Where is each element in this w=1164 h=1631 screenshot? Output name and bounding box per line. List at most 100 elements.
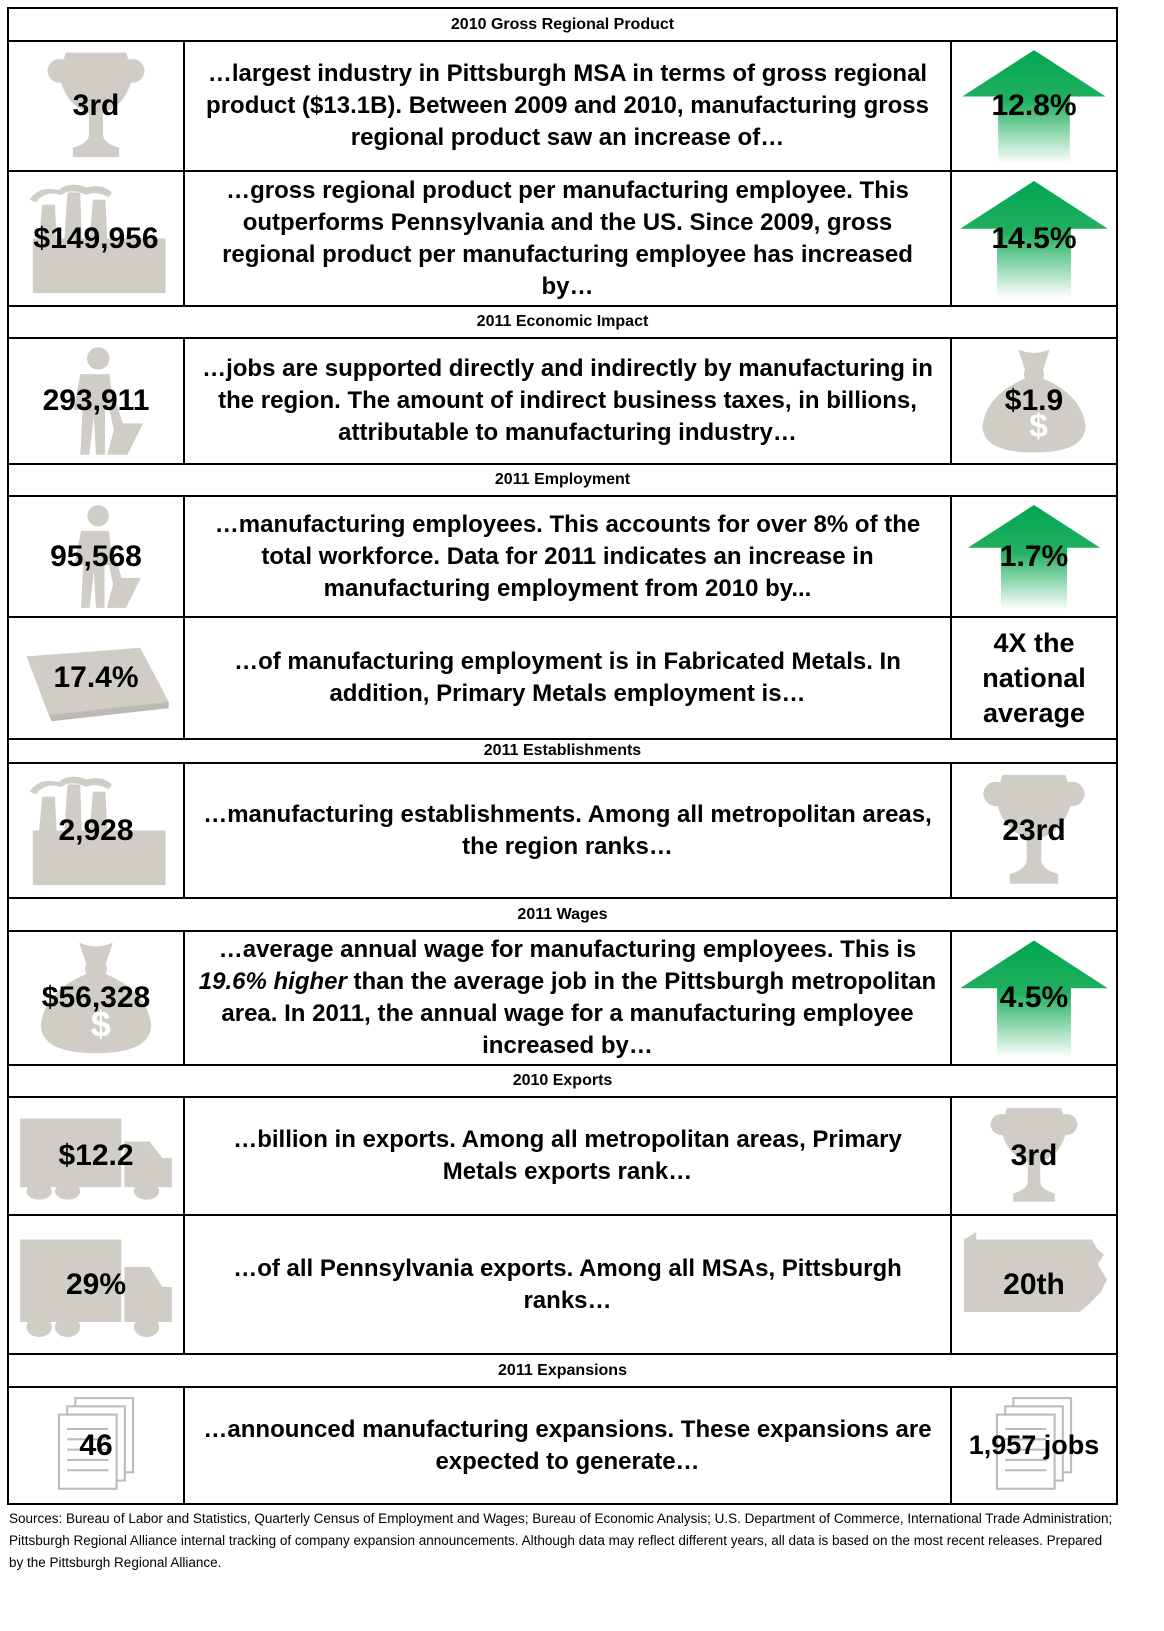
arrow-icon — [960, 180, 1108, 299]
left-figure-cell: 2,928 — [7, 762, 185, 899]
right-figure: 1,957 jobs — [968, 1430, 1100, 1460]
description: …largest industry in Pittsburgh MSA in t… — [193, 58, 942, 154]
docs-icon — [57, 1397, 135, 1490]
description-cell: …gross regional product per manufacturin… — [183, 170, 952, 307]
description-text: …billion in exports. Among all metropoli… — [233, 1126, 902, 1185]
description-cell: …of manufacturing employment is in Fabri… — [183, 616, 952, 740]
right-figure: 4.5% — [999, 981, 1069, 1014]
docs-shape — [57, 1413, 118, 1490]
section-header: 2011 Expansions — [7, 1353, 1118, 1388]
bag-shape: $ — [91, 1003, 111, 1044]
description-text: …announced manufacturing expansions. The… — [203, 1415, 932, 1475]
left-figure: 95,568 — [50, 539, 142, 573]
bag-icon: $ — [982, 349, 1086, 453]
left-figure: 17.4% — [53, 661, 139, 694]
arrow-shape — [960, 940, 1108, 1058]
left-figure: 3rd — [72, 89, 120, 122]
right-figure-cell: 1,957 jobs — [950, 1386, 1118, 1505]
description: …announced manufacturing expansions. The… — [193, 1414, 942, 1478]
description: …billion in exports. Among all metropoli… — [193, 1124, 942, 1188]
arrow-shape — [962, 50, 1106, 164]
arrow-icon — [960, 940, 1108, 1058]
description-part: …average annual wage for manufacturing e… — [218, 936, 917, 963]
right-figure-cell: $ $1.9 — [950, 337, 1118, 465]
left-figure-cell: 46 — [7, 1386, 185, 1505]
description: …of all Pennsylvania exports. Among all … — [193, 1253, 942, 1317]
description-cell: …manufacturing employees. This accounts … — [183, 495, 952, 618]
trophy-icon — [990, 1108, 1078, 1202]
bag-shape — [40, 942, 152, 1054]
docs-shape — [67, 1427, 109, 1472]
worker-shape — [74, 530, 141, 608]
section-header: 2011 Employment — [7, 463, 1118, 497]
left-figure-cell: $149,956 — [7, 170, 185, 307]
trophy-shape — [983, 774, 1085, 884]
worker-shape — [73, 374, 144, 455]
left-figure: $56,328 — [41, 981, 151, 1014]
left-figure: 46 — [79, 1428, 113, 1462]
docs-shape — [1005, 1427, 1047, 1472]
right-figure: 1.7% — [999, 539, 1069, 573]
left-figure: 293,911 — [42, 384, 150, 417]
description-text: …gross regional product per manufacturin… — [222, 176, 913, 300]
description-cell: …jobs are supported directly and indirec… — [183, 337, 952, 465]
left-figure-cell: 95,568 — [7, 495, 185, 618]
right-figure-cell: 4.5% — [950, 930, 1118, 1066]
section-header: 2011 Wages — [7, 897, 1118, 932]
description-text: …manufacturing establishments. Among all… — [203, 800, 932, 860]
worker-icon — [74, 505, 141, 608]
section-title: 2011 Expansions — [498, 1361, 627, 1379]
trophy-icon — [47, 52, 145, 158]
truck-shape — [54, 1183, 81, 1200]
worker-shape — [87, 505, 109, 527]
footer: Sources: Bureau of Labor and Statistics,… — [9, 1511, 1113, 1570]
description-text: …jobs are supported directly and indirec… — [202, 355, 933, 446]
truck-shape — [26, 1183, 52, 1200]
left-figure: $149,956 — [33, 221, 159, 255]
description: …manufacturing employees. This accounts … — [193, 509, 942, 605]
description-cell: …manufacturing establishments. Among all… — [183, 762, 952, 899]
right-figure-cell: 14.5% — [950, 170, 1118, 307]
left-figure-cell: 3rd — [7, 40, 185, 172]
truck-shape — [20, 1118, 172, 1188]
truck-icon — [20, 1118, 172, 1200]
truck-shape — [133, 1317, 160, 1337]
section-title: 2010 Gross Regional Product — [450, 15, 675, 33]
left-figure: 2,928 — [58, 813, 134, 847]
right-figure: 23rd — [1002, 813, 1066, 847]
docs-icon — [995, 1397, 1073, 1490]
description-cell: …announced manufacturing expansions. The… — [183, 1386, 952, 1505]
description-text: …of manufacturing employment is in Fabri… — [234, 648, 901, 707]
section-header: 2010 Exports — [7, 1064, 1118, 1098]
right-figure: 20th — [1003, 1267, 1065, 1301]
left-figure-cell: 29% — [7, 1214, 185, 1355]
section-title: 2011 Wages — [517, 905, 608, 923]
factory-icon — [29, 776, 166, 885]
bag-icon: $ — [40, 942, 152, 1054]
right-figure-cell: 4X the national average — [950, 616, 1118, 740]
right-figure: 3rd — [1010, 1139, 1058, 1172]
truck-shape — [26, 1317, 52, 1337]
trophy-shape — [990, 1108, 1078, 1202]
description-part: than the average job in the Pittsburgh m… — [221, 968, 937, 1059]
arrow-icon — [967, 504, 1101, 610]
right-figure-cell: 3rd — [950, 1096, 1118, 1216]
right-figure: 14.5% — [991, 221, 1077, 255]
right-figure-cell: 12.8% — [950, 40, 1118, 172]
left-figure-cell: 293,911 — [7, 337, 185, 465]
description-cell: …average annual wage for manufacturing e… — [183, 930, 952, 1066]
left-figure: $12.2 — [58, 1139, 134, 1172]
factory-shape — [29, 776, 166, 885]
description-part: 19.6% higher — [198, 968, 347, 995]
description: …gross regional product per manufacturin… — [193, 175, 942, 303]
bag-shape — [982, 349, 1086, 453]
metal-shape — [26, 647, 169, 715]
left-figure: 29% — [65, 1267, 127, 1301]
pa-icon — [964, 1232, 1107, 1312]
description-cell: …billion in exports. Among all metropoli… — [183, 1096, 952, 1216]
description-cell: …largest industry in Pittsburgh MSA in t… — [183, 40, 952, 172]
truck-shape — [20, 1239, 172, 1322]
right-figure-cell: 1.7% — [950, 495, 1118, 618]
worker-icon — [73, 347, 144, 455]
